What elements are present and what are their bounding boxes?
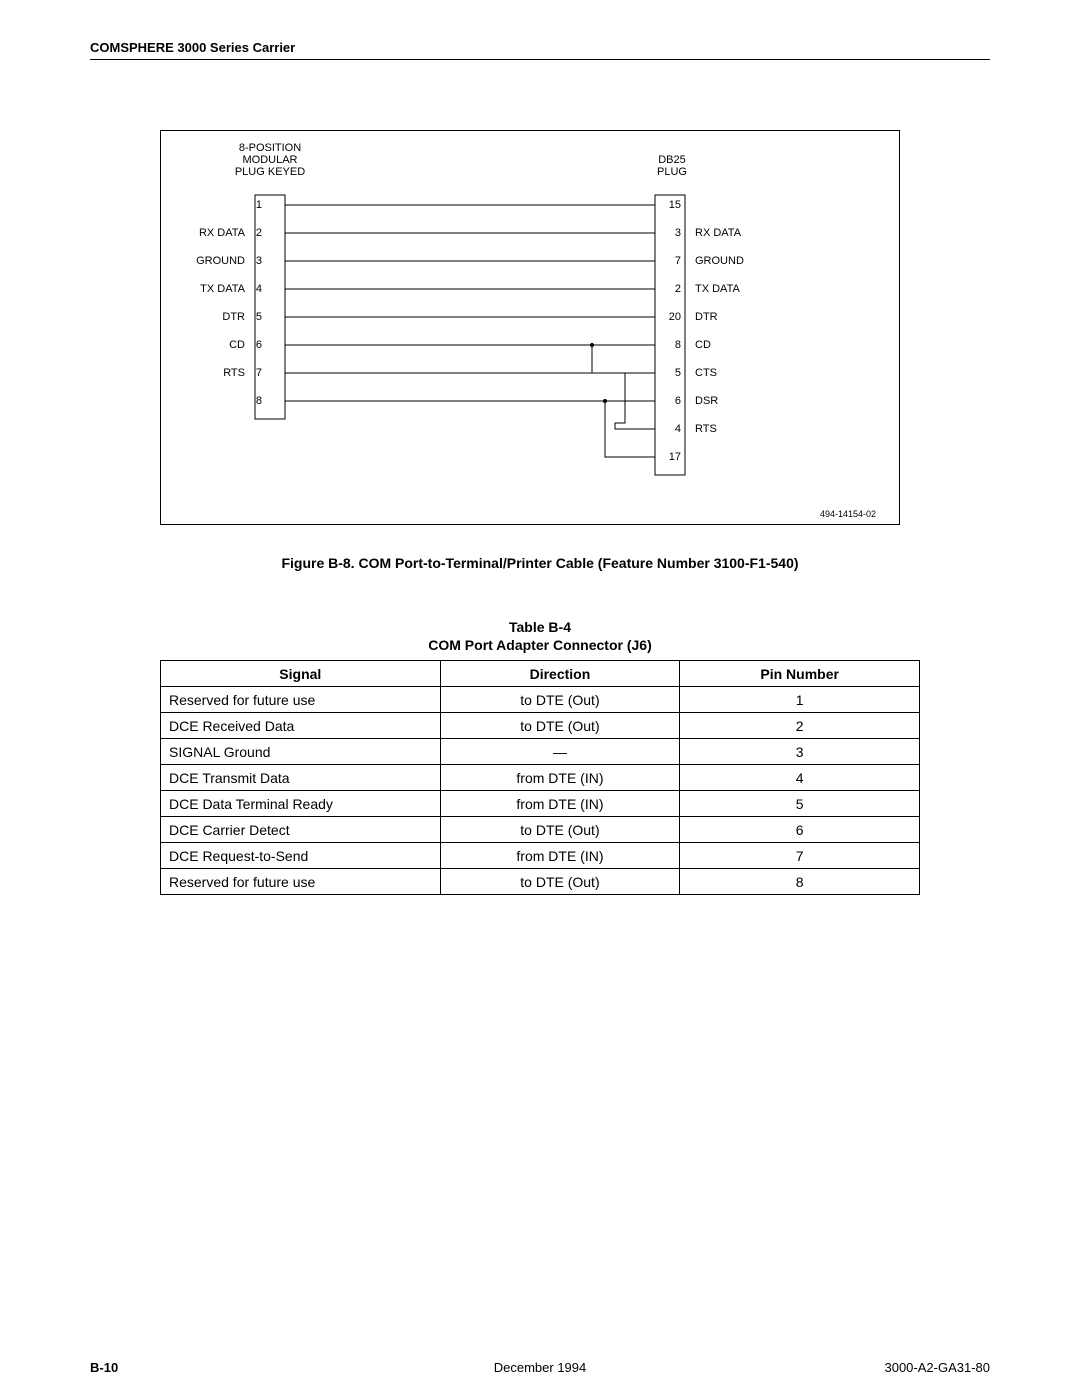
right-connector-title: DB25 (637, 154, 707, 166)
figure-caption: Figure B-8. COM Port-to-Terminal/Printer… (90, 555, 990, 571)
diagram-label: RX DATA (199, 227, 245, 239)
table-header-cell: Signal (161, 661, 441, 687)
table-cell: from DTE (IN) (440, 843, 680, 869)
table-row: DCE Carrier Detectto DTE (Out)6 (161, 817, 920, 843)
table-cell: to DTE (Out) (440, 869, 680, 895)
diagram-label: RTS (223, 367, 245, 379)
diagram-label: DTR (222, 311, 245, 323)
table-row: DCE Received Datato DTE (Out)2 (161, 713, 920, 739)
diagram-label: 4 (256, 283, 262, 295)
left-connector-title: PLUG KEYED (225, 166, 315, 178)
left-connector-title: 8-POSITION (225, 142, 315, 154)
table-row: Reserved for future useto DTE (Out)1 (161, 687, 920, 713)
table-row: DCE Data Terminal Readyfrom DTE (IN)5 (161, 791, 920, 817)
footer-mid: December 1994 (90, 1360, 990, 1375)
diagram-label: 5 (256, 311, 262, 323)
header-title: COMSPHERE 3000 Series Carrier (90, 40, 990, 55)
table-cell: from DTE (IN) (440, 791, 680, 817)
diagram-label: 8 (256, 395, 262, 407)
table-cell: SIGNAL Ground (161, 739, 441, 765)
table-cell: DCE Carrier Detect (161, 817, 441, 843)
footer-right: 3000-A2-GA31-80 (884, 1360, 990, 1375)
right-connector-title: PLUG (637, 166, 707, 178)
table-title-line1: Table B-4 (509, 619, 571, 635)
diagram-label: DSR (695, 395, 718, 407)
diagram-label: RTS (695, 423, 717, 435)
table-cell: 4 (680, 765, 920, 791)
table-cell: DCE Request-to-Send (161, 843, 441, 869)
table-cell: to DTE (Out) (440, 713, 680, 739)
table-cell: Reserved for future use (161, 869, 441, 895)
diagram-label: 1 (256, 199, 262, 211)
table-caption: Table B-4 COM Port Adapter Connector (J6… (90, 618, 990, 654)
diagram-label: 15 (655, 199, 681, 211)
table-cell: to DTE (Out) (440, 687, 680, 713)
diagram-label: 2 (256, 227, 262, 239)
diagram-label: CD (695, 339, 711, 351)
diagram-label: CTS (695, 367, 717, 379)
diagram-label: 4 (655, 423, 681, 435)
diagram-label: GROUND (695, 255, 744, 267)
diagram-label: 8 (655, 339, 681, 351)
table-cell: 3 (680, 739, 920, 765)
header-rule (90, 59, 990, 60)
table-cell: DCE Received Data (161, 713, 441, 739)
table-row: DCE Request-to-Sendfrom DTE (IN)7 (161, 843, 920, 869)
left-connector-title: MODULAR (225, 154, 315, 166)
diagram-label: TX DATA (695, 283, 740, 295)
diagram-label: 6 (256, 339, 262, 351)
table-cell: 5 (680, 791, 920, 817)
table-cell: from DTE (IN) (440, 765, 680, 791)
table-cell: to DTE (Out) (440, 817, 680, 843)
table-cell: DCE Transmit Data (161, 765, 441, 791)
diagram-label: 3 (256, 255, 262, 267)
diagram-label: 20 (655, 311, 681, 323)
diagram-label: CD (229, 339, 245, 351)
table-cell: 7 (680, 843, 920, 869)
diagram-label: GROUND (196, 255, 245, 267)
table-row: DCE Transmit Datafrom DTE (IN)4 (161, 765, 920, 791)
table-cell: 2 (680, 713, 920, 739)
table-cell: 8 (680, 869, 920, 895)
table-cell: 6 (680, 817, 920, 843)
table-row: Reserved for future useto DTE (Out)8 (161, 869, 920, 895)
diagram-label: 7 (256, 367, 262, 379)
diagram-label: 3 (655, 227, 681, 239)
page: COMSPHERE 3000 Series Carrier 8-POSITION… (90, 40, 990, 1360)
table-body: Reserved for future useto DTE (Out)1DCE … (161, 687, 920, 895)
table-header-cell: Direction (440, 661, 680, 687)
diagram-label: 7 (655, 255, 681, 267)
table-header-row: SignalDirectionPin Number (161, 661, 920, 687)
table-row: SIGNAL Ground—3 (161, 739, 920, 765)
diagram-label: TX DATA (200, 283, 245, 295)
table-cell: Reserved for future use (161, 687, 441, 713)
table-cell: DCE Data Terminal Ready (161, 791, 441, 817)
diagram-label: 6 (655, 395, 681, 407)
pinout-diagram (160, 130, 900, 525)
connector-table: SignalDirectionPin Number Reserved for f… (160, 660, 920, 895)
diagram-label: DTR (695, 311, 718, 323)
table-title-line2: COM Port Adapter Connector (J6) (428, 637, 652, 653)
table-cell: — (440, 739, 680, 765)
diagram-label: 2 (655, 283, 681, 295)
diagram-label: 5 (655, 367, 681, 379)
diagram-label: 17 (655, 451, 681, 463)
diagram-label: RX DATA (695, 227, 741, 239)
figure-code: 494-14154-02 (820, 509, 876, 519)
table-header-cell: Pin Number (680, 661, 920, 687)
table-cell: 1 (680, 687, 920, 713)
